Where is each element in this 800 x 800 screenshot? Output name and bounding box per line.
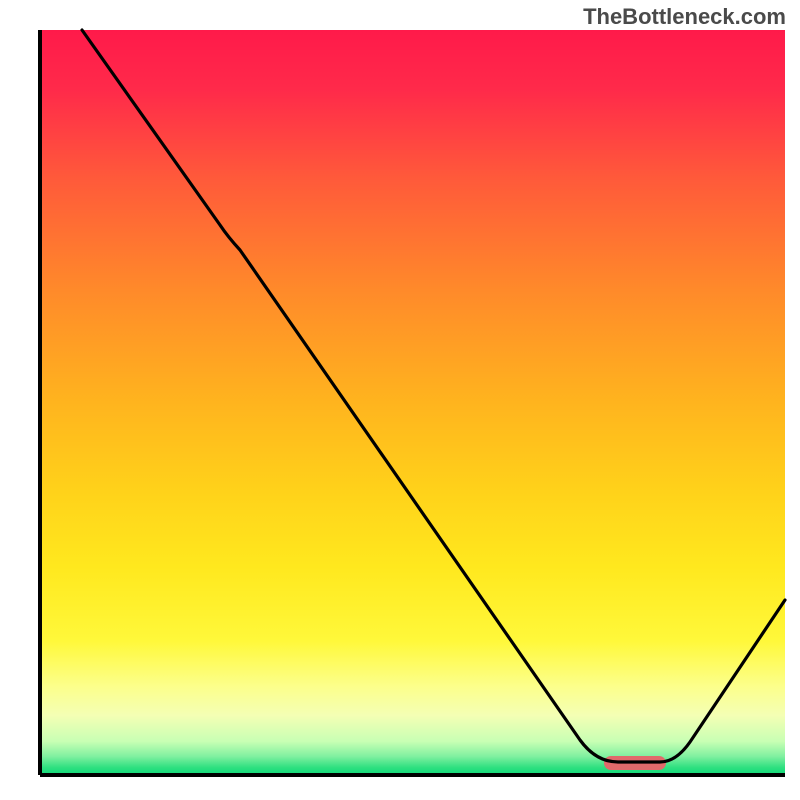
chart-svg: [0, 0, 800, 800]
plot-background: [40, 30, 785, 775]
bottleneck-chart: TheBottleneck.com: [0, 0, 800, 800]
